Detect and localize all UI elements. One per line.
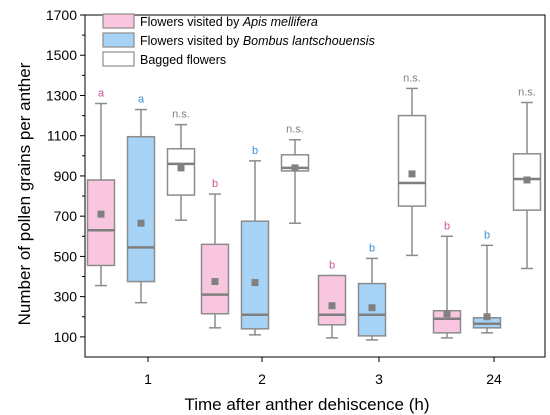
box-iqr [126, 135, 156, 283]
legend-label-species: Apis mellifera [242, 15, 318, 29]
box-plot-2-group-1: a [126, 94, 156, 304]
box-iqr [240, 220, 270, 330]
box-plot-2-group-24: b [472, 229, 502, 334]
box-plot-1-group-24: b [432, 220, 462, 339]
box-plot-3-group-3: n.s. [397, 72, 427, 257]
mean-marker [291, 164, 299, 172]
box-plot-1-group-1: a [86, 88, 116, 287]
box-iqr [166, 148, 196, 196]
y-tick-label: 700 [54, 208, 78, 224]
y-tick-label: 500 [54, 248, 78, 264]
mean-marker [368, 304, 376, 312]
significance-label: b [484, 229, 490, 241]
y-tick-label: 900 [54, 168, 78, 184]
significance-label: n.s. [403, 72, 421, 84]
legend-label: Flowers visited by Apis mellifera [140, 15, 318, 29]
mean-marker [211, 278, 219, 286]
significance-label: a [98, 88, 105, 100]
significance-label: a [138, 94, 145, 106]
significance-label: n.s. [172, 109, 190, 121]
box-iqr [397, 114, 427, 207]
box-iqr [317, 274, 347, 326]
mean-marker [328, 302, 336, 310]
box-iqr [86, 179, 116, 267]
legend-label-text: Flowers visited by [140, 34, 243, 48]
significance-label: b [329, 260, 335, 272]
significance-label: b [444, 220, 450, 232]
mean-marker [137, 219, 145, 227]
significance-label: n.s. [518, 87, 536, 99]
y-tick-label: 1100 [47, 128, 77, 144]
y-tick-label: 300 [54, 289, 78, 305]
box-plot-1-group-3: b [317, 260, 347, 339]
significance-label: b [212, 178, 218, 190]
y-tick-label: 1300 [46, 87, 77, 103]
mean-marker [483, 313, 491, 321]
y-tick-label: 1700 [46, 7, 77, 23]
x-tick-label: 3 [375, 371, 383, 387]
significance-label: b [369, 242, 375, 254]
legend: Flowers visited by Apis melliferaFlowers… [102, 13, 375, 67]
mean-marker [523, 176, 531, 184]
mean-marker [251, 279, 259, 287]
box-plot-1-group-2: b [200, 178, 230, 329]
y-axis-title: Number of pollen grains per anther [15, 62, 34, 325]
box-plot-3-group-2: n.s. [280, 124, 310, 224]
legend-label-text: Flowers visited by [140, 15, 243, 29]
legend-swatch [102, 13, 135, 29]
x-axis-title: Time after anther dehiscence (h) [184, 395, 429, 414]
y-tick-label: 100 [54, 329, 78, 345]
x-tick-label: 2 [258, 371, 266, 387]
y-tick-label: 1500 [46, 47, 77, 63]
significance-label: b [252, 145, 258, 157]
mean-marker [408, 170, 416, 178]
box-plot-2-group-2: b [240, 145, 270, 336]
x-tick-label: 24 [486, 371, 502, 387]
box-plot-3-group-1: n.s. [166, 109, 196, 221]
box-plot-3-group-24: n.s. [512, 87, 542, 270]
plot-frame [84, 14, 546, 358]
legend-label-species: Bombus lantschouensis [243, 34, 375, 48]
x-tick-label: 1 [144, 371, 152, 387]
mean-marker [177, 164, 185, 172]
mean-marker [97, 210, 105, 218]
box-plot-2-group-3: b [357, 242, 387, 341]
significance-label: n.s. [286, 124, 304, 136]
legend-label: Flowers visited by Bombus lantschouensis [140, 34, 375, 48]
legend-swatch [102, 32, 135, 48]
legend-swatch [102, 51, 135, 67]
legend-label: Bagged flowers [140, 53, 226, 67]
mean-marker [443, 310, 451, 318]
legend-label-text: Bagged flowers [140, 53, 226, 67]
